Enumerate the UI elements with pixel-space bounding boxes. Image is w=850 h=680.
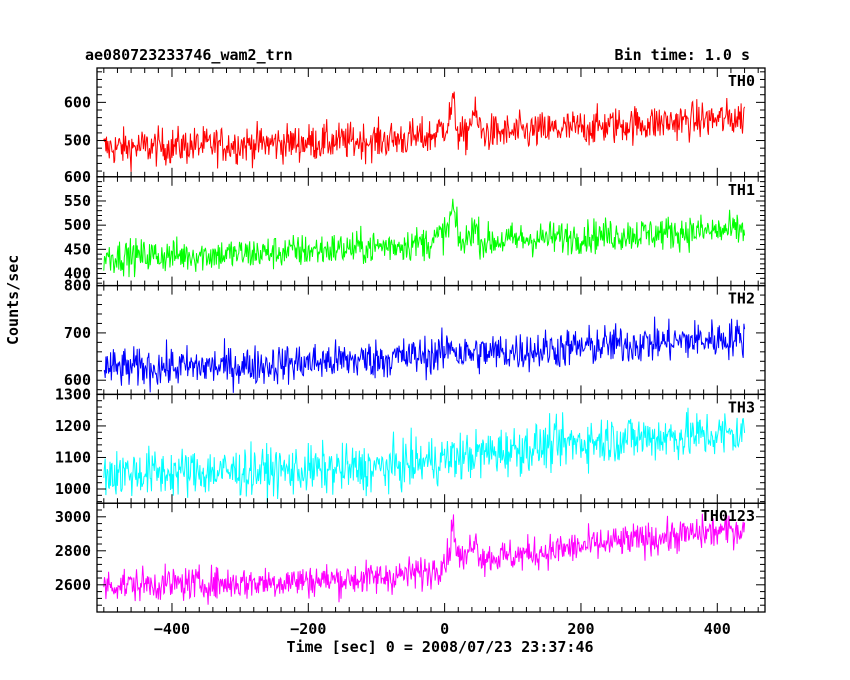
- bin-time-label: Bin time: 1.0 s: [614, 46, 750, 64]
- y-tick-label: 1100: [55, 448, 91, 466]
- y-tick-label: 600: [64, 168, 91, 186]
- y-tick-label: 1300: [55, 385, 91, 403]
- panel-label-th3: TH3: [728, 398, 755, 416]
- y-tick-label: 550: [64, 192, 91, 210]
- chart-title: ae080723233746_wam2_trn: [85, 46, 293, 64]
- x-axis-label: Time [sec] 0 = 2008/07/23 23:37:46: [286, 638, 594, 656]
- y-axis-label: Counts/sec: [4, 254, 22, 345]
- panels-group: 500 600 TH0 400 450 500 550 600 TH1 600 700 800 TH2 1…: [55, 67, 766, 638]
- panel-label-th0: TH0: [728, 72, 755, 90]
- x-tick-label: −200: [290, 620, 326, 638]
- y-tick-label: 800: [64, 277, 91, 295]
- x-tick-label: 200: [567, 620, 594, 638]
- panel-th0: 500 600 TH0: [64, 67, 766, 178]
- panel-label-th0123: TH0123: [701, 507, 755, 525]
- y-tick-label: 2600: [55, 576, 91, 594]
- y-tick-label: 700: [64, 324, 91, 342]
- y-tick-label: 500: [64, 216, 91, 234]
- y-tick-label: 2800: [55, 542, 91, 560]
- series-line-th1: [103, 198, 746, 278]
- panel-th2: 600 700 800 TH2: [64, 277, 766, 396]
- y-tick-label: 600: [64, 93, 91, 111]
- y-tick-label: 400: [64, 265, 91, 283]
- y-tick-label: 1200: [55, 417, 91, 435]
- series-line-th2: [103, 316, 746, 393]
- panel-frame: [96, 67, 766, 178]
- y-tick-label: 3000: [55, 508, 91, 526]
- y-tick-label: 600: [64, 371, 91, 389]
- panel-th3: 1000 1100 1200 1300 TH3: [55, 385, 766, 504]
- series-line-th3: [103, 407, 746, 504]
- y-tick-label: 500: [64, 132, 91, 150]
- panel-label-th1: TH1: [728, 181, 755, 199]
- series-line-th0: [103, 91, 746, 172]
- series-line-th0123: [103, 512, 746, 605]
- panel-label-th2: TH2: [728, 290, 755, 308]
- panel-th0123: 2600 2800 3000 TH0123: [55, 502, 766, 613]
- panel-frame: [96, 502, 766, 613]
- x-tick-label: −400: [154, 620, 190, 638]
- panel-th1: 400 450 500 550 600 TH1: [64, 168, 766, 287]
- x-tick-label: 0: [440, 620, 449, 638]
- y-tick-label: 450: [64, 240, 91, 258]
- y-tick-label: 1000: [55, 480, 91, 498]
- x-tick-label: 400: [704, 620, 731, 638]
